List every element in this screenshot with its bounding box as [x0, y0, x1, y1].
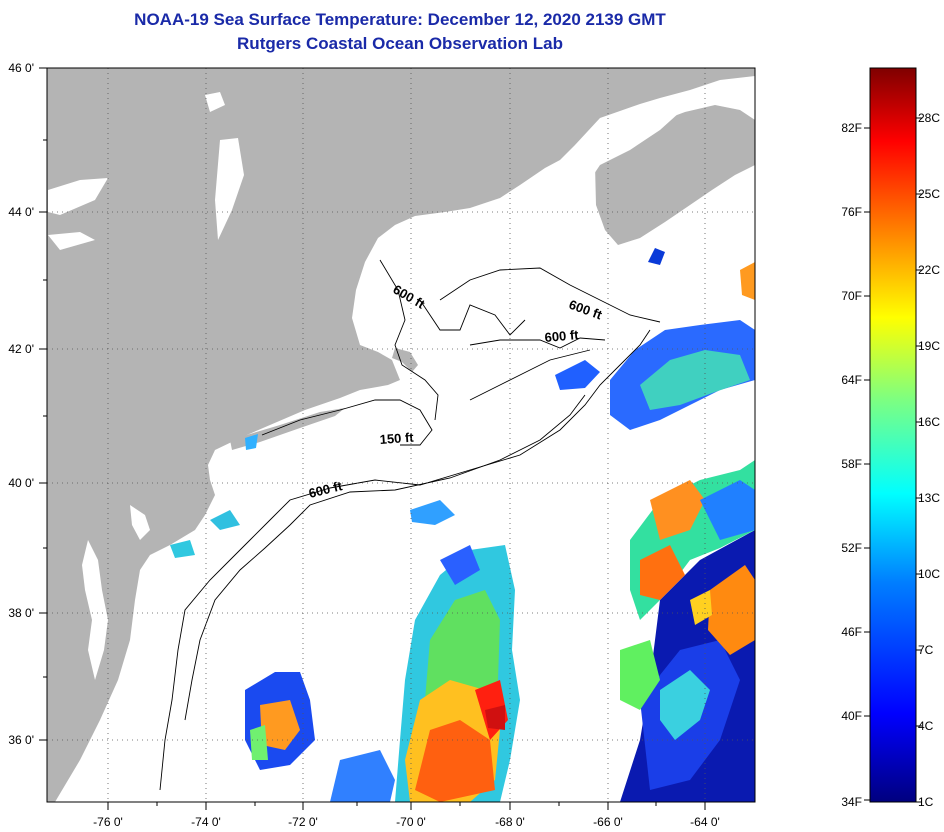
contour-label: 150 ft [379, 430, 415, 447]
colorbar-f-label: 34F [841, 795, 862, 809]
colorbar-f-label: 40F [841, 709, 862, 723]
lat-label: 38 0' [8, 606, 34, 620]
lat-label: 36 0' [8, 733, 34, 747]
water-lake [205, 92, 225, 112]
map-title: NOAA-19 Sea Surface Temperature: Decembe… [134, 10, 666, 29]
colorbar-c-label: 19C [918, 339, 940, 353]
colorbar-f-label: 64F [841, 373, 862, 387]
colorbar-f-label: 58F [841, 457, 862, 471]
colorbar-c-label: 7C [918, 643, 934, 657]
colorbar-c-label: 16C [918, 415, 940, 429]
colorbar-c-label: 22C [918, 263, 940, 277]
colorbar-c-label: 10C [918, 567, 940, 581]
longitude-labels: -76 0' -74 0' -72 0' -70 0' -68 0' -66 0… [93, 815, 720, 829]
lon-label: -68 0' [495, 815, 525, 829]
color-bar-gradient [869, 67, 917, 803]
water-lake [215, 138, 244, 240]
sst-data-patches [170, 248, 755, 802]
colorbar-f-label: 52F [841, 541, 862, 555]
colorbar-f-label: 76F [841, 205, 862, 219]
map-frame [46, 67, 756, 803]
map-subtitle: Rutgers Coastal Ocean Observation Lab [237, 34, 563, 53]
lon-label: -66 0' [593, 815, 623, 829]
lon-label: -74 0' [191, 815, 221, 829]
land-us-mainland [47, 68, 755, 802]
water-lake [48, 178, 108, 215]
colorbar-f-label: 70F [841, 289, 862, 303]
colorbar-c-label: 4C [918, 719, 934, 733]
colorbar-f-label: 46F [841, 625, 862, 639]
colorbar-c-label: 25C [918, 187, 940, 201]
color-bar: 82F 76F 70F 64F 58F 52F 46F 40F 34F 28C … [841, 67, 940, 809]
water-lake [48, 232, 95, 250]
lon-label: -72 0' [288, 815, 318, 829]
colorbar-f-label: 82F [841, 121, 862, 135]
water-delaware-bay [130, 505, 150, 540]
water-chesapeake-bay [82, 540, 108, 680]
land-long-island [230, 408, 345, 450]
lat-label: 42 0' [8, 342, 34, 356]
bathymetry-contours [159, 259, 661, 791]
latitude-labels: 46 0' 44 0' 42 0' 40 0' 38 0' 36 0' [8, 61, 34, 747]
colorbar-c-label: 28C [918, 111, 940, 125]
lat-label: 40 0' [8, 476, 34, 490]
lon-label: -64 0' [690, 815, 720, 829]
lon-label: -70 0' [396, 815, 426, 829]
contour-label: 600 ft [544, 327, 580, 345]
lat-label: 44 0' [8, 205, 34, 219]
colorbar-c-label: 13C [918, 491, 940, 505]
colorbar-c-label: 1C [918, 795, 934, 809]
lon-label: -76 0' [93, 815, 123, 829]
graticule [47, 68, 755, 802]
water-bay-of-fundy [548, 112, 680, 210]
axis-ticks [39, 67, 706, 810]
lat-label: 46 0' [8, 61, 34, 75]
